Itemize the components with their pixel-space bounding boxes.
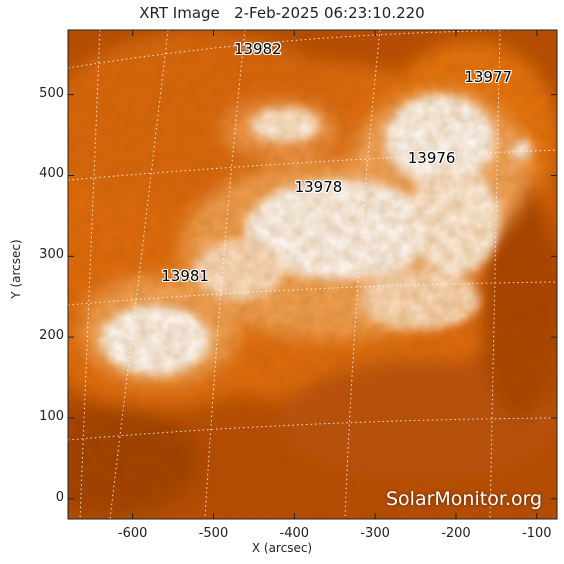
active-region-label: 13982 bbox=[233, 40, 282, 59]
active-region-label: 13977 bbox=[464, 68, 513, 87]
x-tick-label: -300 bbox=[360, 526, 390, 541]
x-tick-label: -100 bbox=[522, 526, 552, 541]
image-title: XRT Image 2-Feb-2025 06:23:10.220 bbox=[139, 4, 425, 22]
y-tick-label: 200 bbox=[39, 328, 64, 344]
x-tick-label: -200 bbox=[441, 526, 471, 541]
y-tick-label: 300 bbox=[39, 247, 64, 263]
y-tick-label: 100 bbox=[39, 408, 64, 424]
y-axis-title: Y (arcsec) bbox=[9, 239, 23, 299]
y-tick-label: 0 bbox=[55, 489, 64, 505]
x-axis-title: X (arcsec) bbox=[251, 541, 313, 555]
y-tick-label: 400 bbox=[39, 166, 64, 182]
y-tick-label: 500 bbox=[39, 85, 64, 101]
active-region-label: 13981 bbox=[161, 266, 209, 285]
x-tick-label: -400 bbox=[279, 526, 310, 541]
active-region-label: 13978 bbox=[294, 177, 343, 196]
x-tick-label: -500 bbox=[198, 526, 229, 541]
watermark: SolarMonitor.org bbox=[386, 488, 543, 510]
active-region-label: 13976 bbox=[407, 149, 456, 168]
x-tick-label: -600 bbox=[117, 526, 148, 541]
